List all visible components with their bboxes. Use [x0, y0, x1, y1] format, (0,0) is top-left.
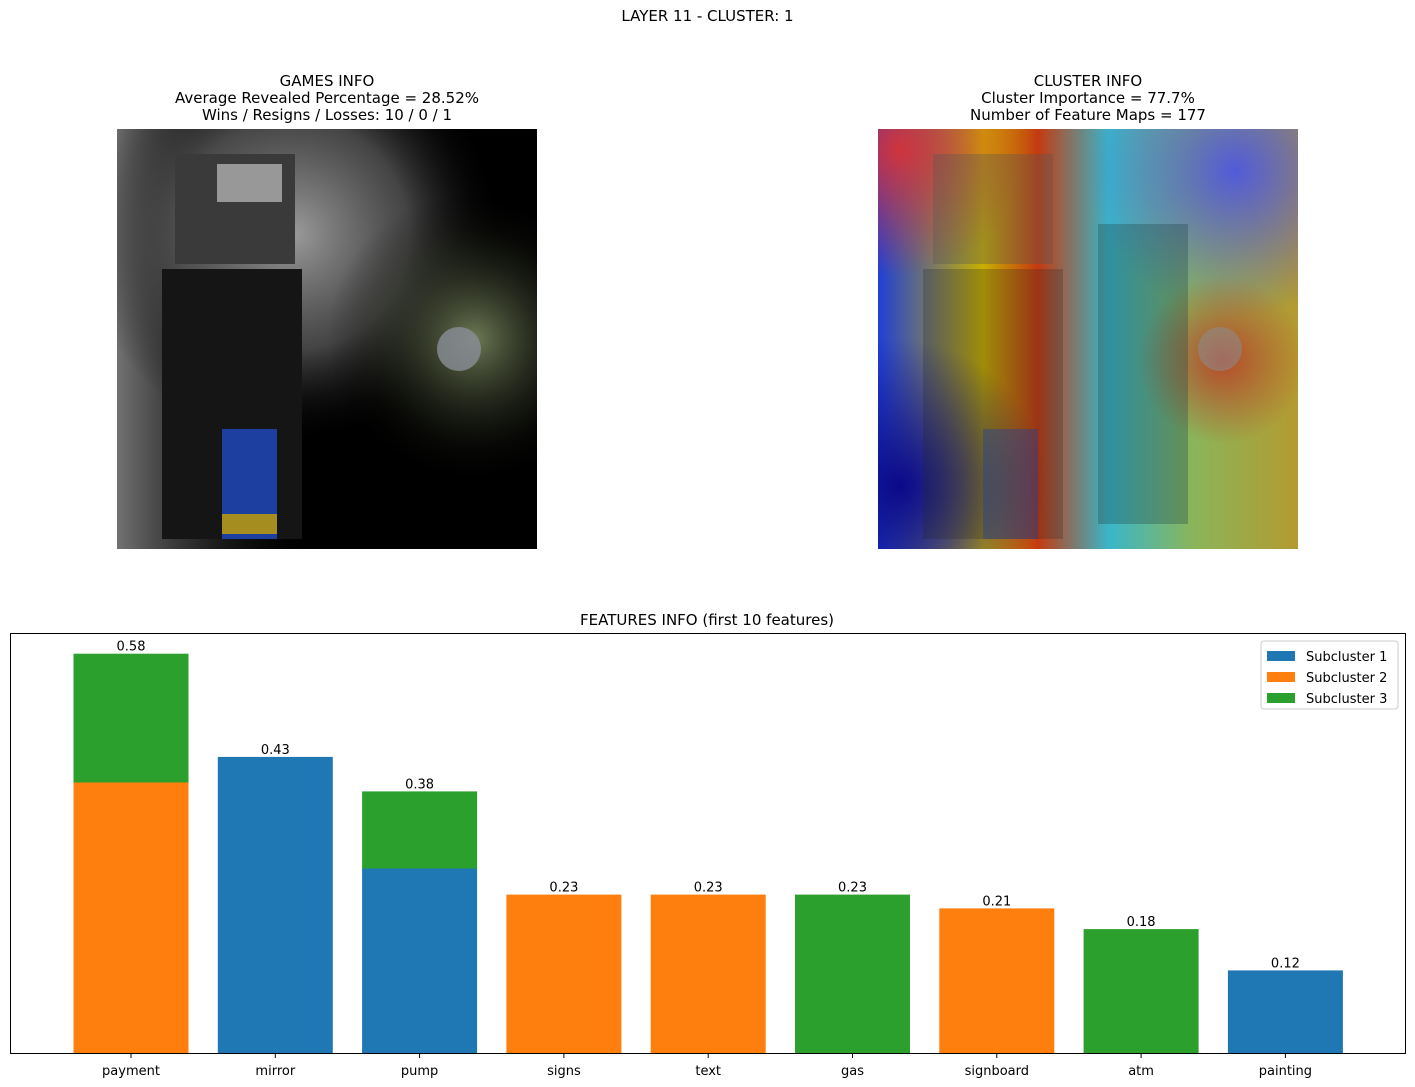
bar-signs-subcluster-2 — [506, 894, 622, 1053]
x-tick-label: pump — [401, 1064, 438, 1079]
bar-total-label: 0.38 — [405, 777, 434, 792]
x-tick-label: signboard — [965, 1064, 1029, 1079]
cluster-info-image — [878, 129, 1298, 549]
bar-gas-subcluster-3 — [795, 894, 910, 1053]
plot-frame — [10, 633, 1406, 1054]
x-tick-label: payment — [102, 1064, 160, 1079]
bar-text-subcluster-2 — [650, 894, 766, 1053]
games-info-title-block: GAMES INFO Average Revealed Percentage =… — [97, 73, 557, 124]
cluster-info-title: CLUSTER INFO — [1033, 72, 1143, 90]
bar-painting-subcluster-1 — [1227, 970, 1343, 1053]
bar-signboard-subcluster-2 — [939, 908, 1055, 1053]
bar-total-label: 0.23 — [549, 881, 578, 896]
bar-total-label: 0.18 — [1127, 915, 1156, 930]
bar-total-label: 0.21 — [982, 894, 1011, 909]
x-tick-label: gas — [841, 1064, 864, 1079]
bar-pump-subcluster-3 — [362, 791, 478, 869]
bar-mirror-subcluster-1 — [217, 756, 333, 1053]
bar-total-label: 0.12 — [1271, 956, 1300, 971]
wins-resigns-losses: Wins / Resigns / Losses: 10 / 0 / 1 — [201, 106, 453, 124]
bar-total-label: 0.23 — [838, 881, 867, 896]
figure-suptitle: LAYER 11 - CLUSTER: 1 — [621, 7, 794, 25]
chart-title: FEATURES INFO (first 10 features) — [580, 611, 834, 629]
x-tick-label: text — [695, 1064, 721, 1079]
legend-swatch-subcluster-3 — [1267, 693, 1295, 703]
x-tick-label: atm — [1128, 1064, 1154, 1079]
legend-label-subcluster-1: Subcluster 1 — [1306, 650, 1387, 665]
bar-total-label: 0.58 — [117, 640, 146, 655]
cluster-importance: Cluster Importance = 77.7% — [981, 89, 1195, 107]
bar-total-label: 0.43 — [261, 743, 290, 758]
x-tick-label: mirror — [255, 1064, 295, 1079]
cluster-info-title-block: CLUSTER INFO Cluster Importance = 77.7% … — [858, 73, 1318, 124]
bar-total-label: 0.23 — [694, 881, 723, 896]
bar-atm-subcluster-3 — [1083, 929, 1199, 1053]
bar-pump-subcluster-1 — [362, 868, 478, 1053]
x-tick-label: signs — [547, 1064, 581, 1079]
legend-label-subcluster-2: Subcluster 2 — [1306, 671, 1387, 686]
x-tick-label: painting — [1259, 1064, 1312, 1079]
legend-swatch-subcluster-2 — [1267, 672, 1295, 682]
legend-swatch-subcluster-1 — [1267, 651, 1295, 661]
bar-payment-subcluster-3 — [73, 653, 189, 783]
average-revealed-percentage: Average Revealed Percentage = 28.52% — [174, 89, 479, 107]
legend: Subcluster 1 Subcluster 2 Subcluster 3 — [1260, 640, 1399, 710]
legend-box — [1260, 640, 1399, 710]
games-info-title: GAMES INFO — [279, 72, 375, 90]
number-of-feature-maps: Number of Feature Maps = 177 — [970, 106, 1206, 124]
legend-label-subcluster-3: Subcluster 3 — [1306, 692, 1387, 707]
games-info-image — [117, 129, 537, 549]
bar-payment-subcluster-2 — [73, 782, 189, 1053]
